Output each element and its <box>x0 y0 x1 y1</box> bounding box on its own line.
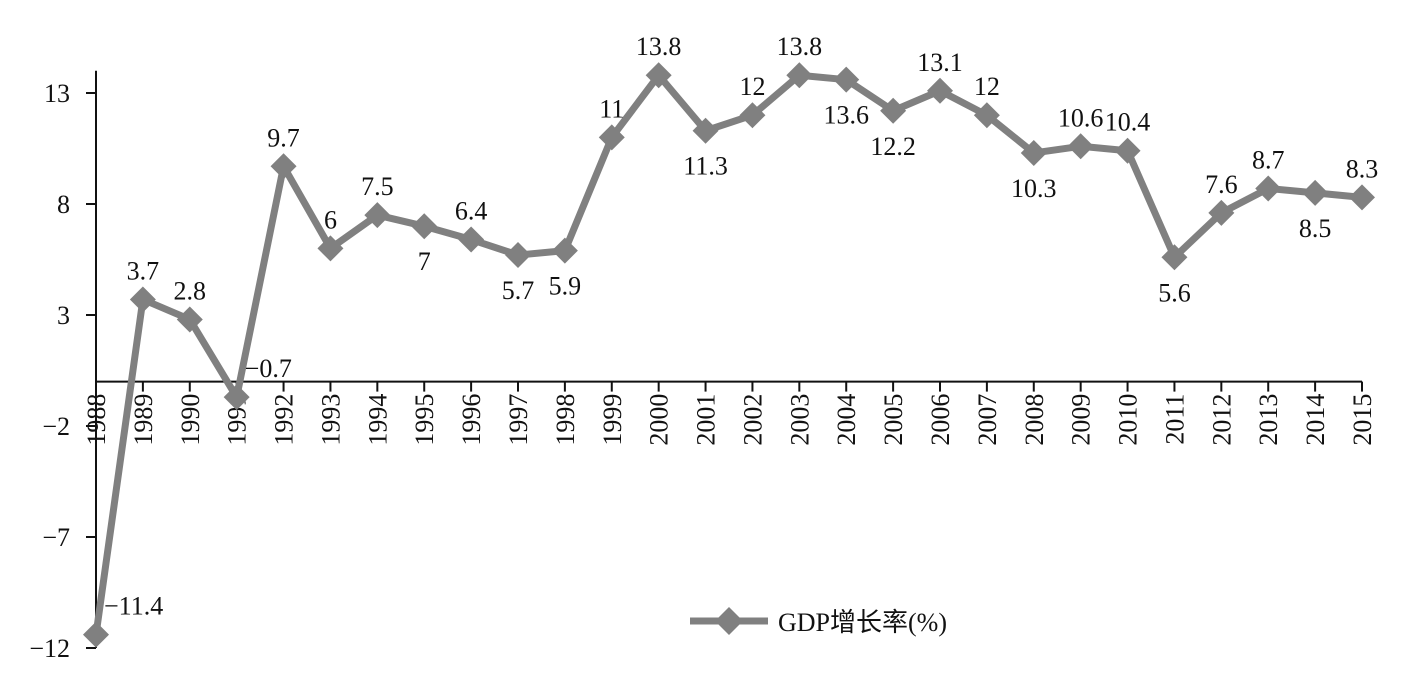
y-tick-label: −12 <box>29 634 70 663</box>
x-tick-label: 2000 <box>645 394 674 446</box>
data-label: 12 <box>974 72 1000 101</box>
data-point-marker <box>83 622 109 648</box>
x-tick-label: 1995 <box>410 394 439 446</box>
y-tick-label: 13 <box>44 79 70 108</box>
y-tick-label: −7 <box>42 523 70 552</box>
x-tick-label: 2007 <box>973 394 1002 446</box>
x-tick-label: 1993 <box>316 394 345 446</box>
data-point-marker <box>552 238 578 264</box>
y-axis: 13 8 3 −2 −7 −12 <box>29 71 96 663</box>
data-label: 8.3 <box>1346 154 1379 183</box>
x-tick-label: 2006 <box>926 394 955 446</box>
data-label: 7 <box>418 247 431 276</box>
x-tick-label: 1999 <box>598 394 627 446</box>
x-tick-label: 2013 <box>1254 394 1283 446</box>
data-label: 12 <box>739 72 765 101</box>
data-label: 8.7 <box>1252 145 1285 174</box>
legend-marker-swatch <box>715 607 743 635</box>
y-tick-label: 3 <box>57 301 70 330</box>
data-label: 12.2 <box>870 132 916 161</box>
data-label: 8.5 <box>1299 214 1332 243</box>
data-point-marker <box>458 227 484 253</box>
data-label: 10.6 <box>1058 103 1104 132</box>
x-tick-label: 1997 <box>504 394 533 446</box>
x-tick-label: 2011 <box>1160 394 1189 445</box>
data-label: 11 <box>599 94 624 123</box>
data-label: 5.6 <box>1158 278 1191 307</box>
legend: GDP增长率(%) <box>690 607 947 637</box>
data-label: 6.4 <box>455 197 488 226</box>
legend-label: GDP增长率(%) <box>778 608 947 637</box>
x-tick-label: 1992 <box>270 394 299 446</box>
x-tick-label: 2014 <box>1301 394 1330 446</box>
data-label: 7.6 <box>1205 170 1238 199</box>
data-label: 5.7 <box>502 276 535 305</box>
x-tick-label: 2003 <box>785 394 814 446</box>
x-tick-label: 2008 <box>1020 394 1049 446</box>
data-label: −0.7 <box>245 354 292 383</box>
data-point-marker <box>1255 175 1281 201</box>
data-label: 3.7 <box>127 256 160 285</box>
data-label: 11.3 <box>683 152 728 181</box>
x-tick-label: 1996 <box>457 394 486 446</box>
data-point-marker <box>1302 180 1328 206</box>
data-point-marker <box>130 286 156 312</box>
x-tick-label: 2012 <box>1207 394 1236 446</box>
data-point-marker <box>411 213 437 239</box>
x-tick-label: 1990 <box>176 394 205 446</box>
data-label: 13.6 <box>823 101 869 130</box>
x-tick-label: 1998 <box>551 394 580 446</box>
data-label: 13.8 <box>636 32 682 61</box>
x-tick-label: 2002 <box>738 394 767 446</box>
x-tick-label: 2015 <box>1348 394 1377 446</box>
data-label: −11.4 <box>104 592 163 621</box>
x-tick-label: 2001 <box>692 394 721 446</box>
data-label: 10.4 <box>1105 108 1151 137</box>
data-label: 5.9 <box>549 272 582 301</box>
data-label: 13.1 <box>917 48 963 77</box>
data-point-marker <box>1068 133 1094 159</box>
data-label: 7.5 <box>361 172 394 201</box>
data-point-marker <box>1115 138 1141 164</box>
data-label: 2.8 <box>174 276 207 305</box>
x-tick-label: 1988 <box>82 394 111 446</box>
data-point-marker <box>505 242 531 268</box>
data-label: 13.8 <box>777 32 823 61</box>
y-tick-label: 8 <box>57 190 70 219</box>
data-point-marker <box>1349 184 1375 210</box>
x-tick-label: 2004 <box>832 394 861 446</box>
x-tick-label: 1989 <box>129 394 158 446</box>
x-axis: 1988 1989 1990 1991 1992 1993 1994 1995 1996 1997… <box>82 382 1377 446</box>
data-label: 9.7 <box>267 123 300 152</box>
data-point-marker <box>927 78 953 104</box>
x-tick-label: 2009 <box>1067 394 1096 446</box>
data-label: 6 <box>324 205 337 234</box>
x-tick-label: 2005 <box>879 394 908 446</box>
x-tick-label: 2010 <box>1114 394 1143 446</box>
x-tick-label: 1994 <box>363 394 392 446</box>
data-label: 10.3 <box>1011 174 1057 203</box>
y-tick-label: −2 <box>42 412 70 441</box>
